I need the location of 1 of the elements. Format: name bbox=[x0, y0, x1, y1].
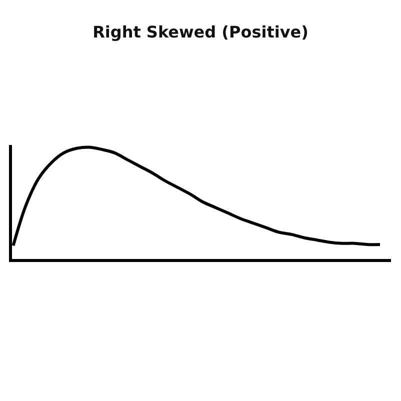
chart-title: Right Skewed (Positive) bbox=[92, 22, 308, 42]
